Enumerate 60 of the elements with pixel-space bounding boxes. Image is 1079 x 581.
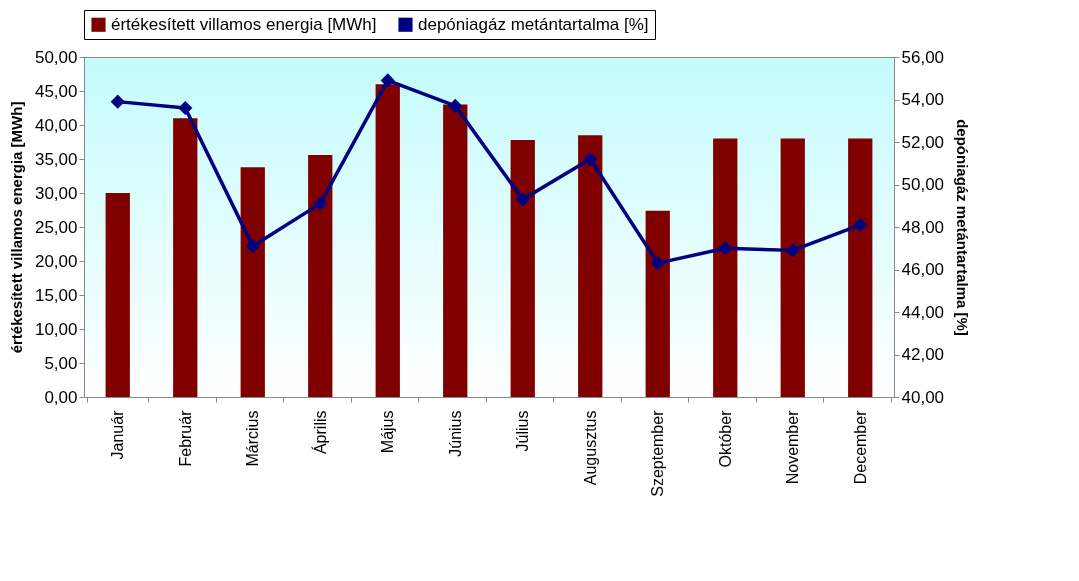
y-tick-label: 10,00 xyxy=(34,319,78,339)
y-tick-label: 50,00 xyxy=(34,47,78,67)
point xyxy=(650,256,665,271)
x-tick-label: Június xyxy=(446,410,464,457)
x-tick-label: Október xyxy=(716,409,734,468)
bar xyxy=(578,135,603,397)
legend-label: depóniagáz metántartalma [%] xyxy=(418,14,649,34)
y-tick-label: 25,00 xyxy=(34,217,78,237)
bar xyxy=(173,118,198,397)
x-tick-label: Május xyxy=(379,410,397,454)
y2-tick-label: 48,00 xyxy=(901,217,945,237)
y-tick-label: 5,00 xyxy=(44,353,78,373)
y2-tick-label: 44,00 xyxy=(901,302,945,322)
y2-tick-label: 50,00 xyxy=(901,175,945,194)
bar xyxy=(443,104,468,397)
y2-axis-title: depóniagáz metántartalma [%] xyxy=(954,119,972,336)
y-axis-title: értékesített villamos energia [MWh] xyxy=(7,101,25,354)
point xyxy=(785,243,800,258)
point xyxy=(380,73,395,88)
x-tick-label: Szeptember xyxy=(649,409,667,497)
x-tick-label: Augusztus xyxy=(581,410,599,486)
point xyxy=(853,217,868,232)
y-tick-label: 45,00 xyxy=(34,81,78,101)
point xyxy=(583,151,598,167)
point xyxy=(515,192,530,207)
y-tick-label: 0,00 xyxy=(44,387,78,407)
x-tick-label: Március xyxy=(244,410,262,467)
bar xyxy=(240,167,265,397)
point xyxy=(313,196,328,211)
y2-tick-label: 54,00 xyxy=(901,90,945,109)
bar xyxy=(308,154,333,397)
y-tick-label: 40,00 xyxy=(34,115,78,135)
y2-tick-label: 42,00 xyxy=(901,345,945,364)
point xyxy=(448,98,463,113)
x-tick-label: Április xyxy=(310,410,329,455)
bar xyxy=(105,193,130,397)
point xyxy=(110,94,125,109)
bar xyxy=(375,84,400,397)
y-tick-label: 15,00 xyxy=(34,285,78,305)
bar xyxy=(510,139,535,397)
y2-tick-label: 56,00 xyxy=(901,47,945,67)
y2-tick-label: 46,00 xyxy=(901,260,945,279)
bar xyxy=(780,138,805,397)
x-tick-label: Február xyxy=(176,409,194,467)
y-tick-label: 20,00 xyxy=(34,251,78,271)
bar xyxy=(645,210,670,397)
y-tick-label: 35,00 xyxy=(34,149,78,169)
x-tick-label: Január xyxy=(109,409,127,460)
bar xyxy=(848,138,873,397)
x-tick-label: November xyxy=(784,409,802,485)
x-tick-label: December xyxy=(851,409,869,485)
y-tick-label: 30,00 xyxy=(34,183,78,203)
y2-tick-label: 40,00 xyxy=(901,387,945,407)
bar xyxy=(713,138,738,397)
point xyxy=(178,100,193,116)
point xyxy=(245,239,260,254)
y2-tick-label: 52,00 xyxy=(901,132,945,152)
x-tick-label: Július xyxy=(514,410,532,452)
point xyxy=(718,241,733,256)
legend-label: értékesített villamos energia [MWh] xyxy=(111,14,377,34)
